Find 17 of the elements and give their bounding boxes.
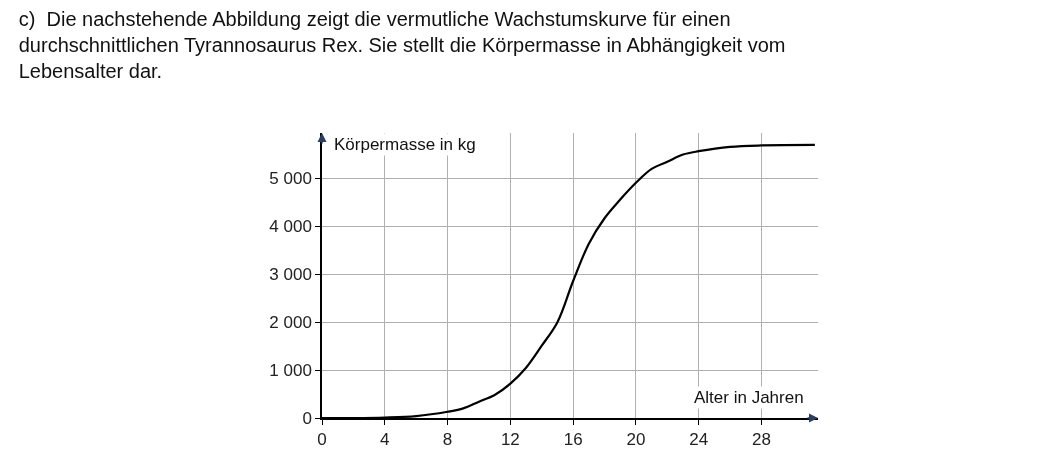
x-tick-label: 20 [626, 430, 646, 450]
y-tick-label: 4 000 [269, 217, 312, 237]
x-tick-label: 8 [442, 430, 453, 450]
x-tick-label: 0 [317, 430, 327, 450]
x-tick-label: 4 [380, 430, 390, 450]
y-tick-label: 5 000 [269, 169, 312, 189]
x-tick-label: 28 [752, 430, 771, 450]
chart-title: c) Die nachstehende Abbildung zeigt die vermutliche Wachstumskurve für einen durchschnittlichen Tyrannosaurus Rex. Sie stellt die Körpermasse in Abhängigkeit vom Lebensalter dar. [18, 7, 786, 82]
y-tick-label: 1 000 [269, 361, 312, 381]
y-tick-label: 3 000 [269, 265, 312, 285]
x-tick-label: 16 [563, 430, 583, 450]
x-axis-title: Alter in Jahren [694, 388, 804, 407]
y-axis-title: Körpermasse in kg [334, 135, 476, 154]
x-tick-label: 12 [500, 430, 520, 450]
y-tick-label: 2 000 [269, 313, 312, 333]
y-tick-label: 0 [302, 408, 312, 428]
x-tick-label: 24 [689, 430, 709, 450]
